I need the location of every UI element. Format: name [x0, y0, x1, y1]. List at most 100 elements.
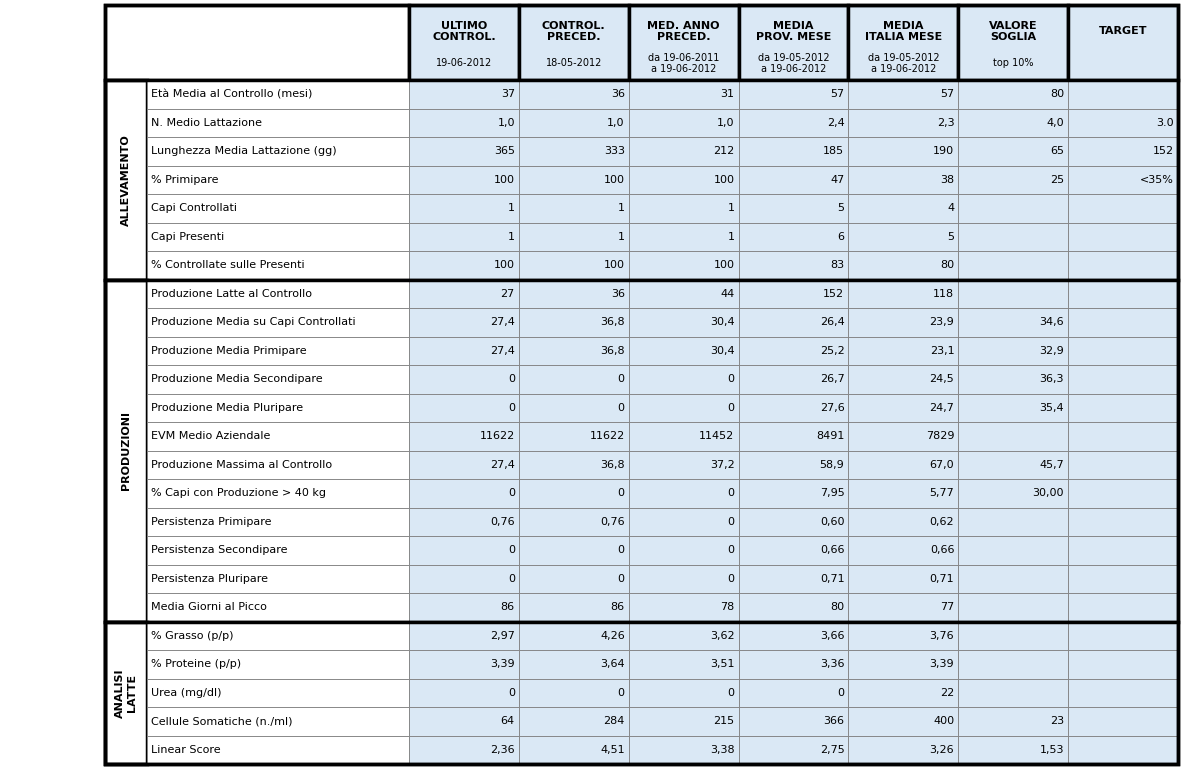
Bar	[409, 735, 519, 764]
Text: Media Giorni al Picco: Media Giorni al Picco	[151, 602, 267, 612]
Text: Produzione Media su Capi Controllati: Produzione Media su Capi Controllati	[151, 318, 356, 328]
Bar	[628, 279, 738, 308]
Text: 36,8: 36,8	[600, 346, 625, 356]
Bar	[958, 279, 1068, 308]
Bar	[1068, 735, 1178, 764]
Bar	[628, 337, 738, 365]
Text: MEDIA
PROV. MESE: MEDIA PROV. MESE	[756, 21, 832, 42]
Text: 365: 365	[493, 146, 515, 156]
Text: Produzione Media Secondipare: Produzione Media Secondipare	[151, 375, 323, 384]
Bar	[848, 707, 958, 735]
Bar	[519, 165, 628, 194]
Text: PRODUZIONI: PRODUZIONI	[121, 411, 131, 490]
Bar	[147, 308, 409, 337]
Bar	[409, 137, 519, 165]
Bar	[105, 621, 1178, 764]
Bar	[848, 165, 958, 194]
Text: CONTROL.
PRECED.: CONTROL. PRECED.	[542, 21, 606, 42]
Bar	[1068, 707, 1178, 735]
Text: 0,62: 0,62	[930, 517, 955, 527]
Bar	[409, 394, 519, 422]
Bar	[519, 279, 628, 308]
Text: 83: 83	[830, 260, 845, 270]
Bar	[1068, 678, 1178, 707]
Bar	[848, 137, 958, 165]
Text: Linear Score: Linear Score	[151, 744, 220, 754]
Text: 212: 212	[713, 146, 735, 156]
Text: 25,2: 25,2	[820, 346, 845, 356]
Bar	[628, 194, 738, 222]
Text: 4: 4	[948, 203, 955, 213]
Bar	[105, 80, 147, 279]
Bar	[147, 108, 409, 137]
Text: 3,26: 3,26	[930, 744, 955, 754]
Bar	[409, 165, 519, 194]
Bar	[1068, 251, 1178, 279]
Bar	[409, 365, 519, 394]
Text: 0,66: 0,66	[930, 545, 955, 555]
Bar	[1068, 222, 1178, 251]
Bar	[848, 108, 958, 137]
Bar	[628, 451, 738, 479]
Bar	[848, 308, 958, 337]
Text: TARGET: TARGET	[1099, 26, 1148, 36]
Text: 26,4: 26,4	[820, 318, 845, 328]
Text: 36,8: 36,8	[600, 318, 625, 328]
Text: 1,53: 1,53	[1040, 744, 1065, 754]
Text: Età Media al Controllo (mesi): Età Media al Controllo (mesi)	[151, 89, 312, 99]
Bar	[519, 564, 628, 593]
Bar	[738, 394, 848, 422]
Bar	[519, 650, 628, 678]
Text: 0: 0	[508, 488, 515, 498]
Text: 30,00: 30,00	[1033, 488, 1065, 498]
Text: 0: 0	[618, 403, 625, 413]
Text: % Primipare: % Primipare	[151, 175, 219, 185]
Text: 1,0: 1,0	[717, 118, 735, 128]
Text: N. Medio Lattazione: N. Medio Lattazione	[151, 118, 261, 128]
Bar	[848, 394, 958, 422]
Bar	[848, 222, 958, 251]
Text: 27: 27	[500, 288, 515, 298]
Bar	[519, 337, 628, 365]
Bar	[738, 279, 848, 308]
Text: 11622: 11622	[589, 431, 625, 441]
Text: 36,8: 36,8	[600, 460, 625, 470]
Bar	[1068, 279, 1178, 308]
Bar	[1068, 337, 1178, 365]
Bar	[738, 194, 848, 222]
Bar	[147, 137, 409, 165]
Bar	[738, 422, 848, 451]
Text: ALLEVAMENTO: ALLEVAMENTO	[121, 134, 131, 225]
Text: 100: 100	[493, 260, 515, 270]
Bar	[738, 735, 848, 764]
Bar	[738, 621, 848, 650]
Text: 0: 0	[508, 545, 515, 555]
Bar	[958, 621, 1068, 650]
Text: 0,76: 0,76	[600, 517, 625, 527]
Bar	[409, 222, 519, 251]
Bar	[958, 5, 1068, 80]
Text: 0: 0	[838, 687, 845, 697]
Bar	[958, 479, 1068, 508]
Text: 30,4: 30,4	[710, 346, 735, 356]
Text: 0: 0	[508, 687, 515, 697]
Bar	[628, 678, 738, 707]
Text: 0: 0	[728, 375, 735, 384]
Bar	[1068, 593, 1178, 621]
Bar	[628, 222, 738, 251]
Text: 27,4: 27,4	[490, 318, 515, 328]
Text: 1: 1	[618, 231, 625, 241]
Text: <35%: <35%	[1140, 175, 1174, 185]
Text: 185: 185	[823, 146, 845, 156]
Text: 3,76: 3,76	[930, 631, 955, 641]
Bar	[628, 308, 738, 337]
Text: 100: 100	[603, 260, 625, 270]
Bar	[738, 251, 848, 279]
Text: da 19-05-2012
a 19-06-2012: da 19-05-2012 a 19-06-2012	[867, 53, 939, 74]
Text: 86: 86	[500, 602, 515, 612]
Bar	[409, 707, 519, 735]
Bar	[147, 222, 409, 251]
Text: 190: 190	[933, 146, 955, 156]
Text: 3,64: 3,64	[600, 659, 625, 669]
Bar	[147, 735, 409, 764]
